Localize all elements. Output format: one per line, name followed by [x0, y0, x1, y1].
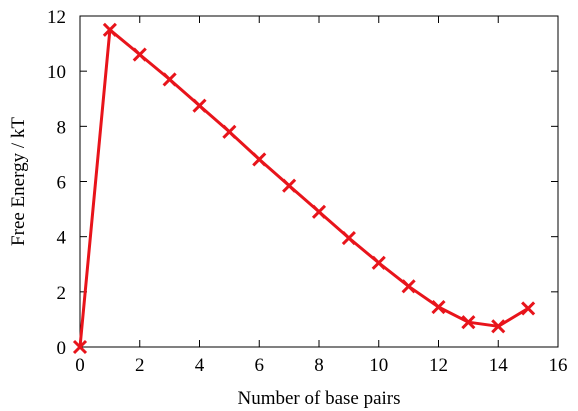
- axis-ticks: [79, 15, 559, 348]
- x-tick-label: 10: [369, 355, 388, 376]
- data-point-marker: [461, 315, 476, 330]
- series-line-0: [78, 28, 529, 348]
- tick-labels: 0 2 4 6 8 10 12 14 16 0 2 4 6 8 10 12: [47, 7, 568, 376]
- data-point-marker: [431, 299, 446, 315]
- data-point-marker: [252, 152, 267, 167]
- y-tick-label: 4: [57, 228, 67, 249]
- data-point-marker: [192, 98, 207, 113]
- x-tick-label: 8: [314, 355, 324, 376]
- x-tick-label: 16: [549, 355, 568, 376]
- y-axis-label: Free Energy / kT: [8, 117, 29, 246]
- series-layer: [72, 22, 536, 355]
- x-tick-label: 14: [489, 355, 509, 376]
- data-point-marker: [162, 72, 177, 87]
- data-point-marker: [401, 279, 416, 294]
- data-point-marker: [102, 22, 117, 37]
- x-tick-label: 4: [195, 355, 205, 376]
- x-tick-label: 6: [255, 355, 265, 376]
- x-axis-label: Number of base pairs: [237, 388, 400, 409]
- data-point-marker: [222, 124, 237, 139]
- data-point-marker: [132, 47, 147, 62]
- x-tick-label: 12: [429, 355, 448, 376]
- data-point-marker: [282, 178, 297, 193]
- data-point-marker: [491, 319, 506, 334]
- x-tick-label: 0: [75, 355, 85, 376]
- data-point-marker: [311, 204, 327, 219]
- y-tick-label: 12: [47, 7, 66, 28]
- y-tick-label: 8: [57, 117, 67, 138]
- data-point-marker: [341, 230, 356, 246]
- y-tick-label: 6: [57, 173, 67, 194]
- y-tick-label: 10: [47, 62, 66, 83]
- data-point-marker: [371, 255, 386, 270]
- data-point-marker: [521, 301, 536, 316]
- y-tick-label: 2: [57, 283, 67, 304]
- x-tick-label: 2: [135, 355, 145, 376]
- y-tick-label: 0: [57, 338, 67, 359]
- data-point-marker: [72, 339, 88, 355]
